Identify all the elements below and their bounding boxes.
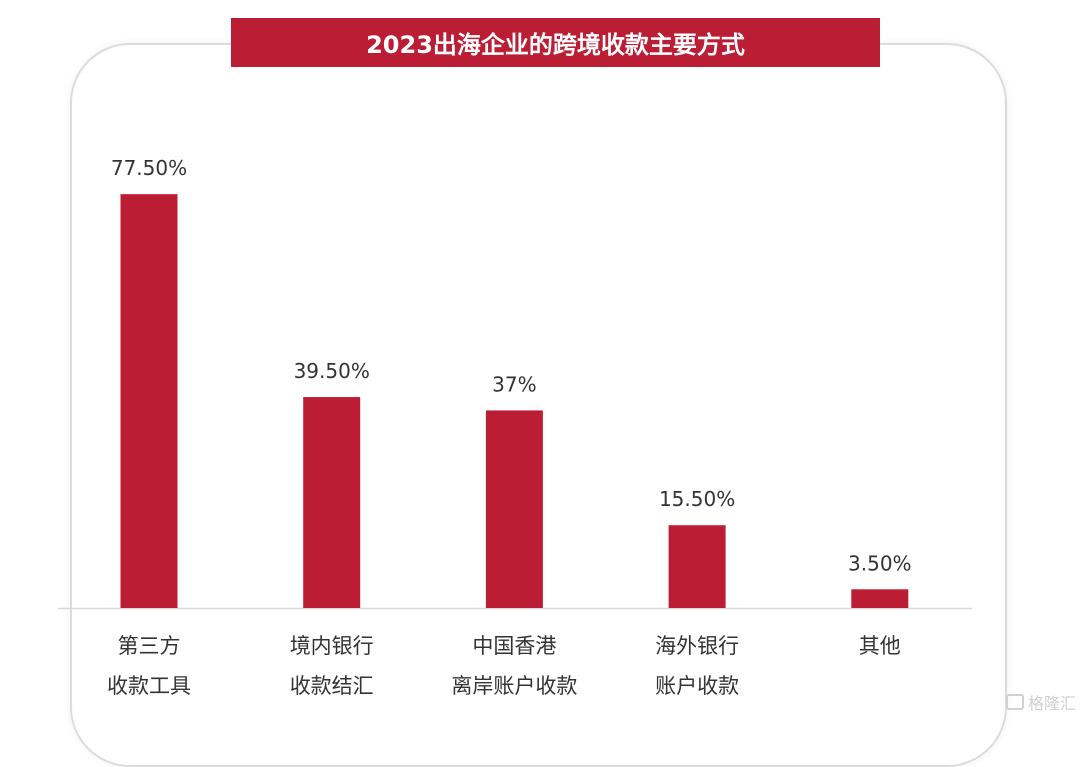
bar <box>120 194 178 608</box>
bar <box>485 410 543 608</box>
x-tick-label: 收款结汇 <box>290 674 374 698</box>
data-label: 77.50% <box>111 156 187 180</box>
x-tick-label: 账户收款 <box>655 674 739 698</box>
chart-title: 2023出海企业的跨境收款主要方式 <box>231 18 880 67</box>
x-tick-label: 中国香港 <box>472 634 556 658</box>
data-label: 39.50% <box>294 359 370 383</box>
x-tick-label: 收款工具 <box>107 674 191 698</box>
x-tick-label: 海外银行 <box>655 634 739 658</box>
x-tick-label: 其他 <box>859 634 901 658</box>
watermark: 格隆汇 <box>1005 690 1076 714</box>
bar <box>668 525 726 608</box>
watermark-logo-icon <box>1005 694 1024 710</box>
data-label: 37% <box>492 372 536 396</box>
watermark-text: 格隆汇 <box>1027 694 1076 713</box>
bar <box>851 589 909 608</box>
data-label: 15.50% <box>659 487 735 511</box>
bar <box>303 397 361 608</box>
x-tick-label: 离岸账户收款 <box>451 674 577 698</box>
x-tick-label: 境内银行 <box>290 634 374 658</box>
x-tick-label: 第三方 <box>118 634 181 658</box>
data-label: 3.50% <box>848 551 912 575</box>
